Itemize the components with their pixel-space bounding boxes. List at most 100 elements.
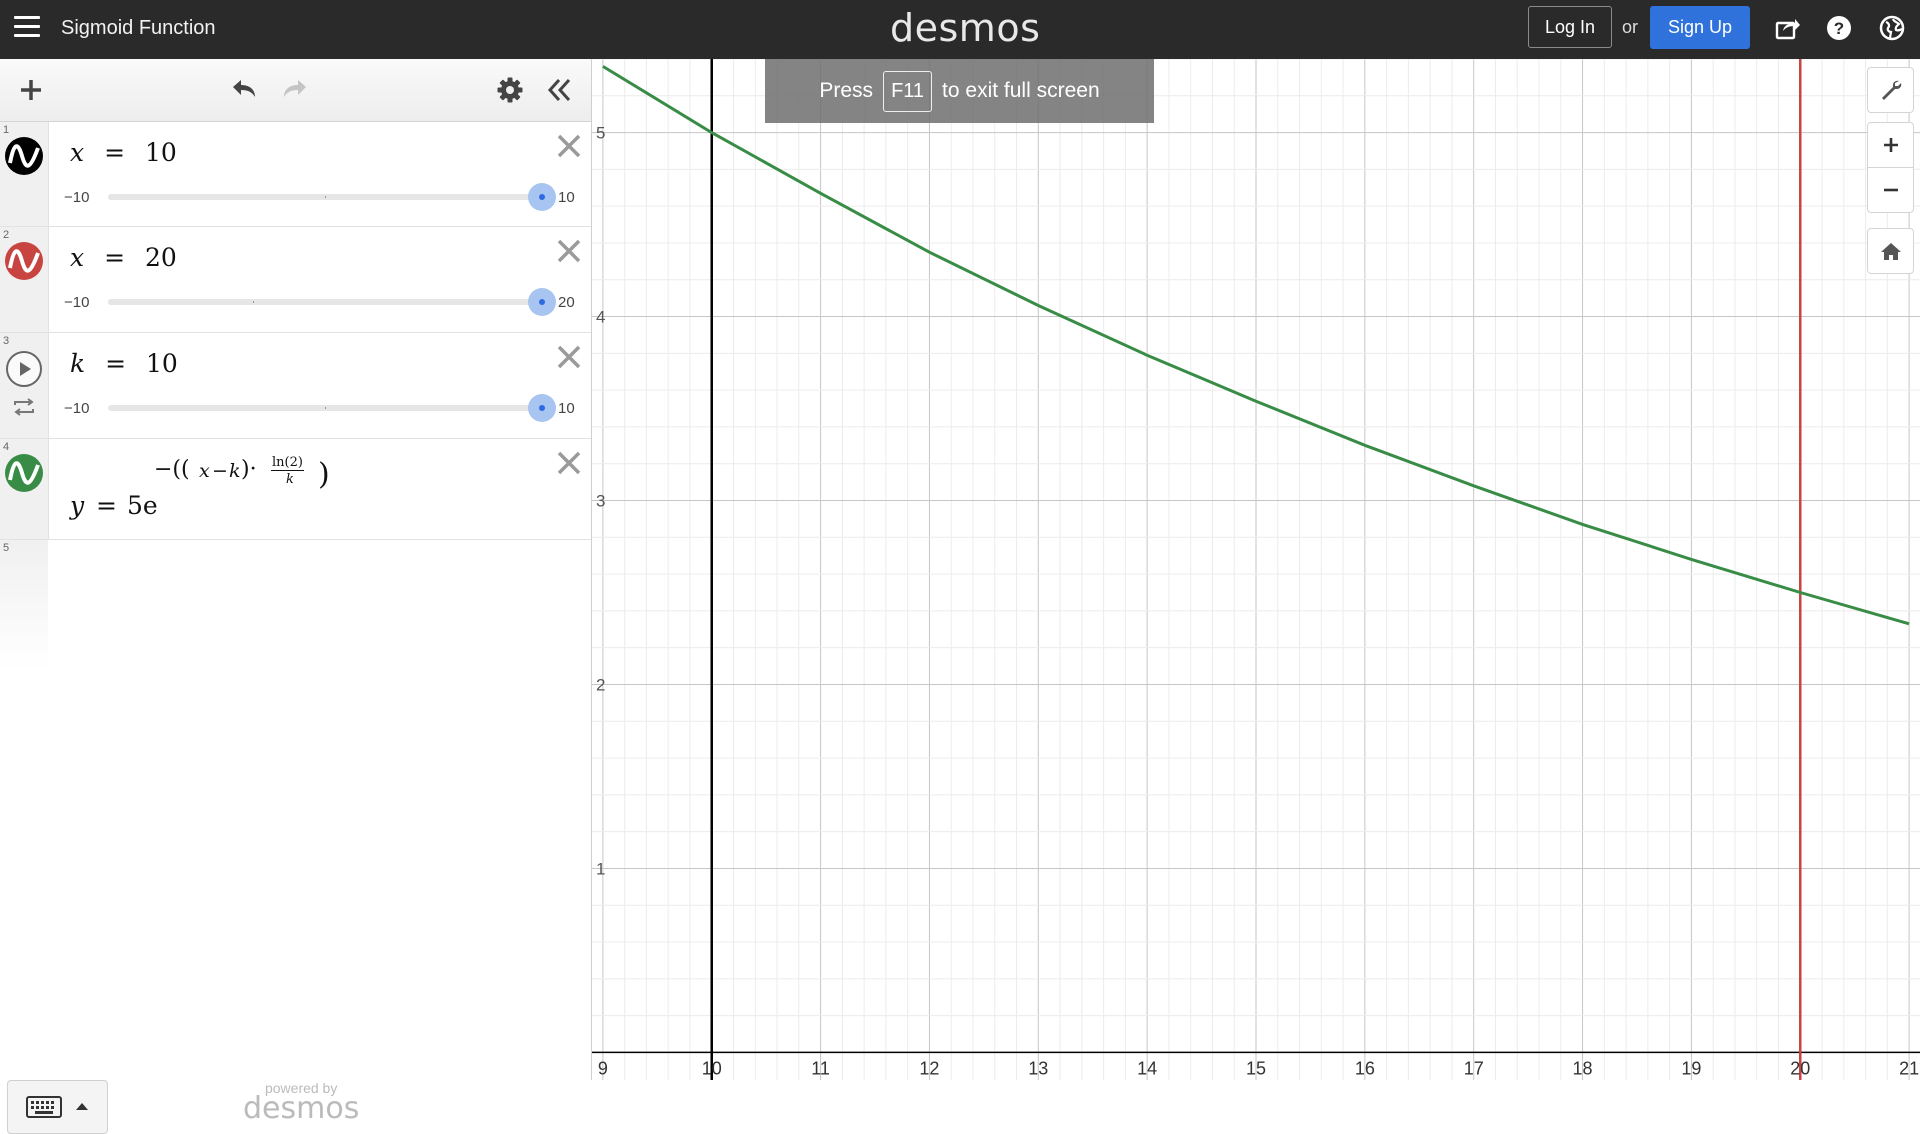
delete-expression-icon[interactable] xyxy=(555,343,583,371)
slider-min-label[interactable]: −10 xyxy=(64,400,90,417)
collapse-panel-icon[interactable] xyxy=(544,75,574,105)
slider-max-label[interactable]: 10 xyxy=(558,189,575,206)
exit-fullscreen-text: to exit full screen xyxy=(942,79,1100,102)
expression-gutter: 3 xyxy=(0,333,49,438)
exponent-close: )· xyxy=(241,457,257,482)
empty-expression-gutter[interactable]: 5 xyxy=(0,540,48,670)
x-tick-label: 14 xyxy=(1137,1058,1157,1078)
x-tick-label: 18 xyxy=(1573,1058,1593,1078)
undo-icon[interactable] xyxy=(229,75,259,105)
minus-icon xyxy=(1883,188,1898,192)
expression-variable: x xyxy=(70,243,85,272)
zoom-in-button[interactable] xyxy=(1867,122,1914,168)
f11-key: F11 xyxy=(883,70,933,112)
y-tick-label: 1 xyxy=(596,859,605,878)
delete-expression-icon[interactable] xyxy=(555,132,583,160)
expression-row-1[interactable]: 1 x = 10 −10 10 xyxy=(0,122,591,227)
slider-min-label[interactable]: −10 xyxy=(64,294,90,311)
expression-gutter: 1 xyxy=(0,122,49,226)
slider-zero-tick xyxy=(325,407,326,409)
top-bar: Sigmoid Function desmos Log In or Sign U… xyxy=(0,0,1920,59)
slider-zero-tick xyxy=(253,301,254,303)
slider-max-label[interactable]: 20 xyxy=(558,294,575,311)
y-tick-label: 3 xyxy=(596,492,605,511)
expression-row-3[interactable]: 3 k = 10 −10 10 xyxy=(0,333,591,439)
settings-icon[interactable] xyxy=(495,75,525,105)
or-text: or xyxy=(1622,17,1639,37)
x-tick-label: 19 xyxy=(1681,1058,1701,1078)
share-icon[interactable] xyxy=(1773,14,1801,42)
slider-handle[interactable] xyxy=(528,394,556,422)
slider-handle[interactable] xyxy=(528,183,556,211)
slider-handle[interactable] xyxy=(528,288,556,316)
slider-track[interactable] xyxy=(108,405,542,411)
graph-paper[interactable]: 9 10 11 12 13 14 15 16 17 18 19 20 21 1 2 3 4 5 xyxy=(592,59,1920,1080)
expression-number: 4 xyxy=(3,441,10,453)
exponential-base: 5e xyxy=(127,491,158,520)
x-tick-label: 9 xyxy=(598,1058,608,1078)
equals-sign: = xyxy=(96,491,117,520)
x-tick-label: 17 xyxy=(1464,1058,1484,1078)
fraction-denominator: k xyxy=(286,472,294,487)
expression-math[interactable]: k = 10 xyxy=(70,349,178,378)
loop-icon[interactable] xyxy=(12,397,36,417)
wrench-icon xyxy=(1881,80,1901,100)
redo-icon[interactable] xyxy=(280,75,310,105)
expression-math[interactable]: x = 10 xyxy=(70,138,177,167)
slider-max-label[interactable]: 10 xyxy=(558,400,575,417)
home-icon xyxy=(1880,243,1901,260)
help-icon[interactable]: ? xyxy=(1825,14,1853,42)
x-tick-label: 16 xyxy=(1355,1058,1375,1078)
equals-sign: = xyxy=(104,138,126,167)
graph-settings-button[interactable] xyxy=(1867,67,1914,113)
x-tick-label: 10 xyxy=(702,1058,722,1078)
powered-by-text: powered by xyxy=(264,1080,338,1096)
expression-number: 1 xyxy=(3,124,10,136)
keyboard-icon xyxy=(26,1096,62,1118)
slider-zero-tick xyxy=(325,196,326,198)
expression-value: 10 xyxy=(144,138,177,167)
line-color-icon-red[interactable] xyxy=(4,241,44,281)
slider-track[interactable] xyxy=(108,299,542,305)
press-text: Press xyxy=(819,79,874,102)
slider-track[interactable] xyxy=(108,194,542,200)
delete-expression-icon[interactable] xyxy=(555,449,583,477)
line-color-icon-green[interactable] xyxy=(4,453,44,493)
default-viewport-button[interactable] xyxy=(1867,228,1914,274)
expression-math[interactable]: x = 20 xyxy=(70,243,177,272)
expression-toolbar xyxy=(0,59,591,122)
keyboard-toggle-button[interactable] xyxy=(7,1080,108,1134)
fullscreen-notice: Press F11 to exit full screen xyxy=(765,59,1154,123)
y-tick-label: 5 xyxy=(596,124,605,143)
add-icon[interactable] xyxy=(16,75,46,105)
delete-expression-icon[interactable] xyxy=(555,237,583,265)
expression-math[interactable]: y = 5e −(( x − k )· ln(2) k ) xyxy=(70,455,470,526)
expression-row-2[interactable]: 2 x = 20 −10 20 xyxy=(0,227,591,333)
menu-icon[interactable] xyxy=(14,16,40,38)
caret-up-icon xyxy=(76,1103,88,1110)
y-tick-label: 4 xyxy=(596,308,605,327)
expression-gutter: 2 xyxy=(0,227,49,332)
zoom-out-button[interactable] xyxy=(1867,167,1914,213)
play-icon[interactable] xyxy=(5,350,43,388)
exponent-k: k xyxy=(229,460,241,482)
line-color-icon-black[interactable] xyxy=(4,136,44,176)
globe-icon[interactable] xyxy=(1878,14,1906,42)
x-tick-label: 20 xyxy=(1790,1058,1810,1078)
slider-min-label[interactable]: −10 xyxy=(64,189,90,206)
x-tick-label: 12 xyxy=(919,1058,939,1078)
expression-list-panel: 1 x = 10 −10 10 2 x xyxy=(0,59,592,1134)
expression-variable: k xyxy=(70,349,86,378)
y-tick-label: 2 xyxy=(596,675,605,694)
exponent-minus: − xyxy=(212,460,228,482)
sign-up-button[interactable]: Sign Up xyxy=(1650,6,1750,49)
equals-sign: = xyxy=(105,349,127,378)
log-in-button[interactable]: Log In xyxy=(1528,6,1612,48)
expression-row-4[interactable]: 4 y = 5e −(( x − k )· ln(2) k ) xyxy=(0,439,591,540)
desmos-logo: desmos xyxy=(890,6,1041,50)
graph-title[interactable]: Sigmoid Function xyxy=(61,17,216,39)
expression-gutter: 4 xyxy=(0,439,49,539)
exponent-x: x xyxy=(199,460,210,482)
powered-by-desmos: powered by desmos xyxy=(243,1080,359,1124)
